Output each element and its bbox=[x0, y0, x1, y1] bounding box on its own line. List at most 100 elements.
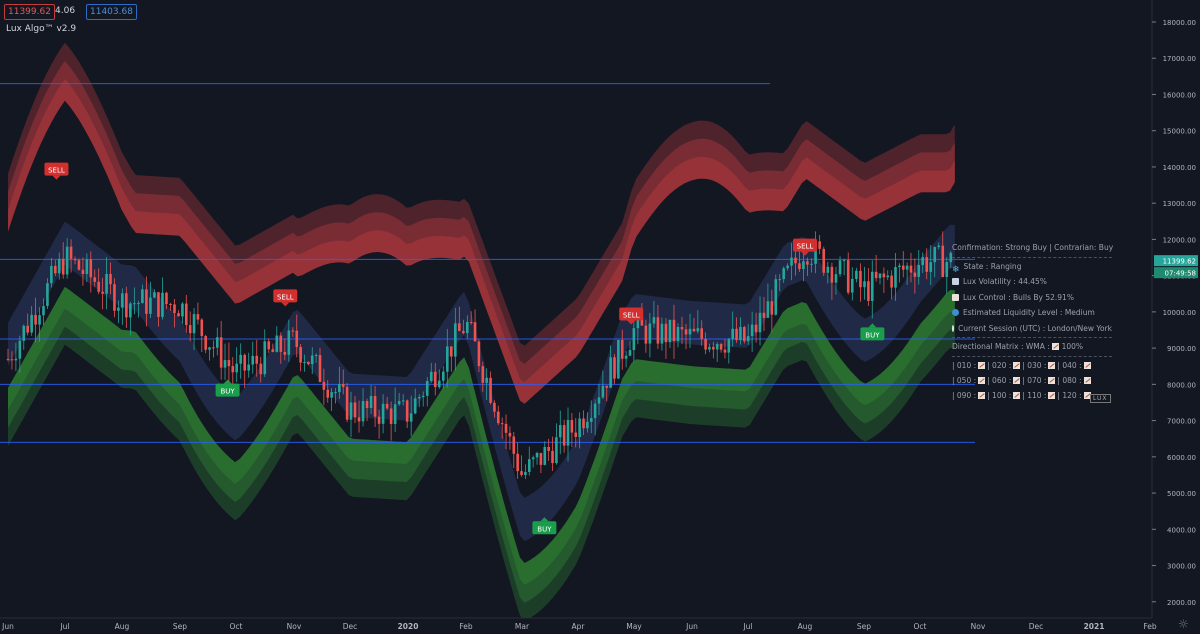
candle-body bbox=[10, 359, 14, 361]
time-tick-label: Oct bbox=[230, 622, 243, 631]
bear-band-1 bbox=[8, 60, 955, 404]
candle-body bbox=[243, 354, 246, 371]
candle-body bbox=[531, 457, 535, 460]
candle-body bbox=[307, 361, 310, 365]
candle-body bbox=[223, 360, 227, 368]
candle-body bbox=[941, 245, 945, 277]
candle-body bbox=[750, 324, 754, 337]
time-tick-label: Sep bbox=[173, 622, 187, 631]
candle-body bbox=[589, 418, 593, 422]
matrix-percent: 100% bbox=[1061, 342, 1084, 351]
matrix-cell-icon bbox=[1083, 361, 1091, 369]
time-tick-label: Nov bbox=[287, 622, 302, 631]
candle-body bbox=[504, 423, 508, 433]
matrix-cell: | 060 : bbox=[987, 373, 1021, 388]
candle-body bbox=[830, 266, 834, 283]
signal-label: BUY bbox=[220, 388, 235, 396]
candle-body bbox=[878, 273, 882, 279]
directional-matrix: | 010 : | 020 : | 030 : | 040 : | 050 : | 060… bbox=[952, 358, 1112, 403]
time-tick-label: Apr bbox=[572, 622, 586, 631]
candle-body bbox=[200, 319, 204, 337]
candle-body bbox=[121, 293, 124, 308]
candle-body bbox=[57, 258, 61, 274]
price-tick-label: 4000.00 bbox=[1167, 526, 1196, 534]
candle-body bbox=[279, 335, 283, 352]
last-price-label: 11399.62 bbox=[4, 4, 55, 20]
candle-body bbox=[77, 260, 81, 270]
candle-body bbox=[208, 347, 211, 350]
candle-body bbox=[838, 260, 842, 275]
candle-body bbox=[574, 432, 578, 438]
candle-body bbox=[314, 355, 318, 357]
price-tick-label: 2000.00 bbox=[1167, 599, 1196, 607]
matrix-cell: | 030 : bbox=[1022, 358, 1056, 373]
candle-body bbox=[34, 314, 37, 325]
candle-body bbox=[846, 260, 850, 293]
candle-body bbox=[137, 303, 140, 305]
candle-body bbox=[357, 417, 361, 422]
candle-body bbox=[921, 257, 925, 265]
price-tick-label: 15000.00 bbox=[1163, 128, 1196, 136]
candle-body bbox=[539, 452, 543, 465]
candle-body bbox=[267, 341, 271, 350]
candle-body bbox=[660, 323, 664, 344]
matrix-cell-icon bbox=[978, 391, 986, 399]
matrix-cell-label: | 110 : bbox=[1022, 390, 1047, 400]
indicator-title[interactable]: Lux Algo™ v2.9 bbox=[6, 24, 77, 34]
candle-body bbox=[676, 327, 680, 342]
matrix-cell: | 020 : bbox=[987, 358, 1021, 373]
candle-body bbox=[512, 436, 516, 454]
candle-body bbox=[688, 328, 692, 335]
candle-body bbox=[113, 284, 116, 311]
time-axis[interactable]: Jun Jul Aug Sep Oct Nov Dec 2020 Feb Mar Apr May Jun… bbox=[0, 617, 1157, 634]
matrix-cell: | 040 : bbox=[1057, 358, 1091, 373]
matrix-cell: | 080 : bbox=[1057, 373, 1091, 388]
candle-body bbox=[850, 278, 854, 293]
candle-body bbox=[255, 355, 259, 364]
price-tick-label: 17000.00 bbox=[1163, 55, 1196, 63]
candle-body bbox=[369, 395, 373, 408]
candle-body bbox=[338, 384, 341, 393]
price-axis[interactable]: 18000.00 17000.00 16000.00 15000.00 14000.00… bbox=[1151, 0, 1200, 634]
candle-body bbox=[727, 339, 731, 353]
bear-band-2 bbox=[8, 79, 955, 404]
candle-body bbox=[14, 358, 18, 361]
candle-body bbox=[330, 392, 333, 398]
time-tick-label: Dec bbox=[343, 622, 358, 631]
price-tick-label: 9000.00 bbox=[1167, 345, 1196, 353]
signal-label: BUY bbox=[537, 525, 552, 533]
panel-divider bbox=[952, 355, 1112, 357]
time-tick-label: Aug bbox=[798, 622, 813, 631]
candle-body bbox=[719, 344, 723, 350]
candle-body bbox=[97, 281, 100, 292]
candle-body bbox=[125, 293, 128, 318]
candle-body bbox=[582, 418, 585, 429]
candle-body bbox=[433, 371, 437, 388]
candle-body bbox=[712, 346, 715, 350]
price-tick-label: 16000.00 bbox=[1163, 91, 1196, 99]
gear-icon[interactable]: ☼ bbox=[1178, 617, 1189, 631]
chart-icon bbox=[952, 278, 959, 286]
matrix-cell-label: | 050 : bbox=[952, 375, 977, 385]
candle-body bbox=[185, 303, 188, 326]
candle-body bbox=[30, 314, 33, 333]
candle-body bbox=[508, 432, 512, 437]
candle-body bbox=[18, 340, 22, 359]
matrix-row: | 010 : | 020 : | 030 : | 040 : bbox=[952, 358, 1112, 373]
buy-signal-4: BUY bbox=[532, 517, 557, 535]
candle-body bbox=[664, 323, 668, 343]
trend-ribbon bbox=[8, 221, 955, 542]
time-tick-label: Feb bbox=[1143, 622, 1157, 631]
candle-body bbox=[385, 403, 389, 409]
time-tick-label: 2021 bbox=[1084, 622, 1105, 631]
candle-body bbox=[500, 423, 504, 425]
candle-body bbox=[770, 301, 774, 315]
price-candles bbox=[6, 231, 953, 480]
candle-body bbox=[826, 266, 830, 273]
snowflake-icon: ❄ bbox=[952, 264, 960, 275]
candle-body bbox=[547, 446, 550, 451]
candle-body bbox=[605, 385, 609, 388]
time-tick-label: Aug bbox=[115, 622, 130, 631]
